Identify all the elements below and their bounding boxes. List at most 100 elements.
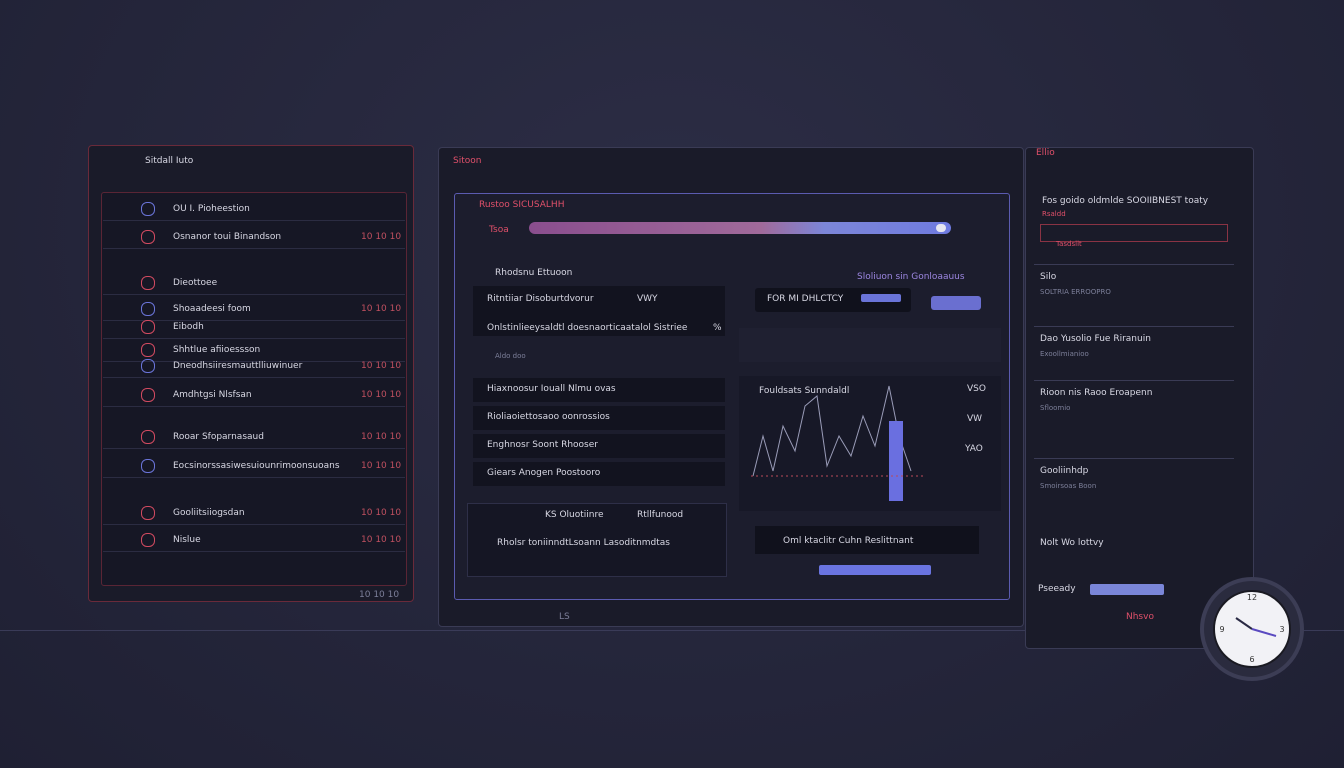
card-note: Aldo doo [495, 352, 526, 360]
hour-hand [1235, 617, 1253, 630]
button[interactable] [931, 296, 981, 310]
search-toggle[interactable] [936, 224, 946, 232]
section-title[interactable]: Dao Yusolio Fue Riranuin [1040, 334, 1151, 344]
item-label: Eocsinorssasiwesuiounrimoonsuoans [173, 461, 340, 471]
list-item[interactable] [103, 196, 405, 221]
item-icon [141, 430, 155, 444]
section-divider [1034, 458, 1234, 459]
item-label: OU I. Pioheestion [173, 204, 250, 214]
section-text: Sfloomio [1040, 404, 1071, 412]
list-row[interactable] [473, 378, 725, 402]
clock-label: 6 [1249, 655, 1254, 664]
section-title[interactable]: Rioon nis Raoo Eroapenn [1040, 388, 1153, 398]
list-row[interactable] [473, 462, 725, 486]
bottom-row: Rholsr toniinndtLsoann Lasoditnmdtas [497, 538, 670, 548]
clock-label: 12 [1247, 593, 1257, 602]
card-row-value: VWY [637, 294, 658, 304]
panel-title: Ellio [1036, 148, 1055, 158]
chart-label: VW [967, 414, 983, 424]
footer-value: 10 10 10 [359, 590, 400, 600]
item-value: 10 10 10 [361, 304, 402, 314]
section-title[interactable]: Silo [1040, 272, 1057, 282]
section-divider [1034, 264, 1234, 265]
card-row-label: Ritntiiar Disoburtdvorur [487, 294, 594, 304]
panel-title: Sitoon [453, 156, 482, 166]
search-label: Tsoa [489, 225, 509, 235]
item-icon [141, 302, 155, 316]
chart-highlight [889, 421, 903, 501]
status: Nolt Wo lottvy [1040, 538, 1104, 548]
left-panel: Sitdall Iuto OU I. Pioheestion Osnanor to… [88, 145, 414, 602]
horizon-line [0, 630, 1344, 631]
item-value: 10 10 10 [361, 432, 402, 442]
panel-title: Sitdall Iuto [145, 156, 194, 166]
list-item[interactable] [103, 382, 405, 407]
chart-line [752, 385, 912, 477]
filter-slider[interactable] [861, 294, 901, 302]
item-value: 10 10 10 [361, 390, 402, 400]
list-item[interactable] [103, 527, 405, 552]
tabs[interactable]: Sloliuon sin Gonloaauus [857, 272, 965, 282]
list-item[interactable] [103, 353, 405, 378]
row-label: Enghnosr Soont Rhooser [487, 440, 598, 450]
filter-label: FOR MI DHLCTCY [767, 294, 844, 304]
section-divider [1034, 326, 1234, 327]
clock: 12 3 6 9 [1200, 577, 1304, 681]
list-row[interactable] [473, 406, 725, 430]
item-value: 10 10 10 [361, 232, 402, 242]
ready-label: Pseeady [1038, 584, 1076, 594]
item-icon [141, 202, 155, 216]
list-row[interactable] [473, 434, 725, 458]
bottom-title: KS Oluotiinre [545, 510, 604, 520]
list-item[interactable] [103, 500, 405, 525]
sub: Rsaldd [1042, 210, 1066, 218]
item-label: Amdhtgsi Nlsfsan [173, 390, 252, 400]
item-icon [141, 230, 155, 244]
chart-bg [739, 376, 1001, 511]
clock-label: 3 [1279, 625, 1284, 634]
list-item[interactable] [103, 224, 405, 249]
item-label: Rooar Sfoparnasaud [173, 432, 264, 442]
chart-area [739, 376, 1001, 511]
item-icon [141, 359, 155, 373]
ready-bar[interactable] [1090, 584, 1164, 595]
card-row-label: Onlstinlieeysaldtl doesnaorticaatalol Si… [487, 323, 688, 333]
center-panel: Sitoon Rustoo SICUSALHH Tsoa Rhodsnu Ett… [438, 147, 1024, 627]
chart-label: YAO [965, 444, 983, 454]
placeholder [739, 328, 1001, 362]
item-icon [141, 533, 155, 547]
item-label: Dieottoee [173, 278, 218, 288]
list-item[interactable] [103, 314, 405, 339]
chart-label: VSO [967, 384, 986, 394]
bottom-tag: Rtllfunood [637, 510, 684, 520]
progress-bar [819, 565, 931, 575]
chart-title: Fouldsats Sunndaldl [759, 386, 850, 396]
section-title[interactable]: Gooliinhdp [1040, 466, 1089, 476]
item-value: 10 10 10 [361, 535, 402, 545]
right-panel: Ellio Fos goido oldmlde SOOIIBNEST toaty… [1025, 147, 1254, 649]
header: Rustoo SICUSALHH [479, 200, 565, 210]
item-icon [141, 506, 155, 520]
list-item[interactable] [103, 453, 405, 478]
list-item[interactable] [103, 296, 405, 321]
list-item[interactable] [103, 337, 405, 362]
search-bar[interactable] [529, 222, 951, 234]
card-row-value: % [713, 323, 722, 333]
row-label: Giears Anogen Poostooro [487, 468, 601, 478]
item-icon [141, 320, 155, 334]
item-label: Dneodhsiiresmauttlliuwinuer [173, 361, 303, 371]
list-item[interactable] [103, 270, 405, 295]
row-label: Hiaxnoosur Iouall Nlmu ovas [487, 384, 616, 394]
section-divider [1034, 380, 1234, 381]
header: Fos goido oldmlde SOOIIBNEST toaty [1042, 196, 1209, 206]
bottom-card [467, 503, 727, 577]
section-text: Exoollmianioo [1040, 350, 1089, 358]
item-icon [141, 459, 155, 473]
list-item[interactable] [103, 424, 405, 449]
input[interactable] [1040, 224, 1228, 242]
item-icon [141, 388, 155, 402]
item-label: Shoaadeesi foom [173, 304, 251, 314]
card [473, 286, 725, 336]
item-label: Osnanor toui Binandson [173, 232, 282, 242]
